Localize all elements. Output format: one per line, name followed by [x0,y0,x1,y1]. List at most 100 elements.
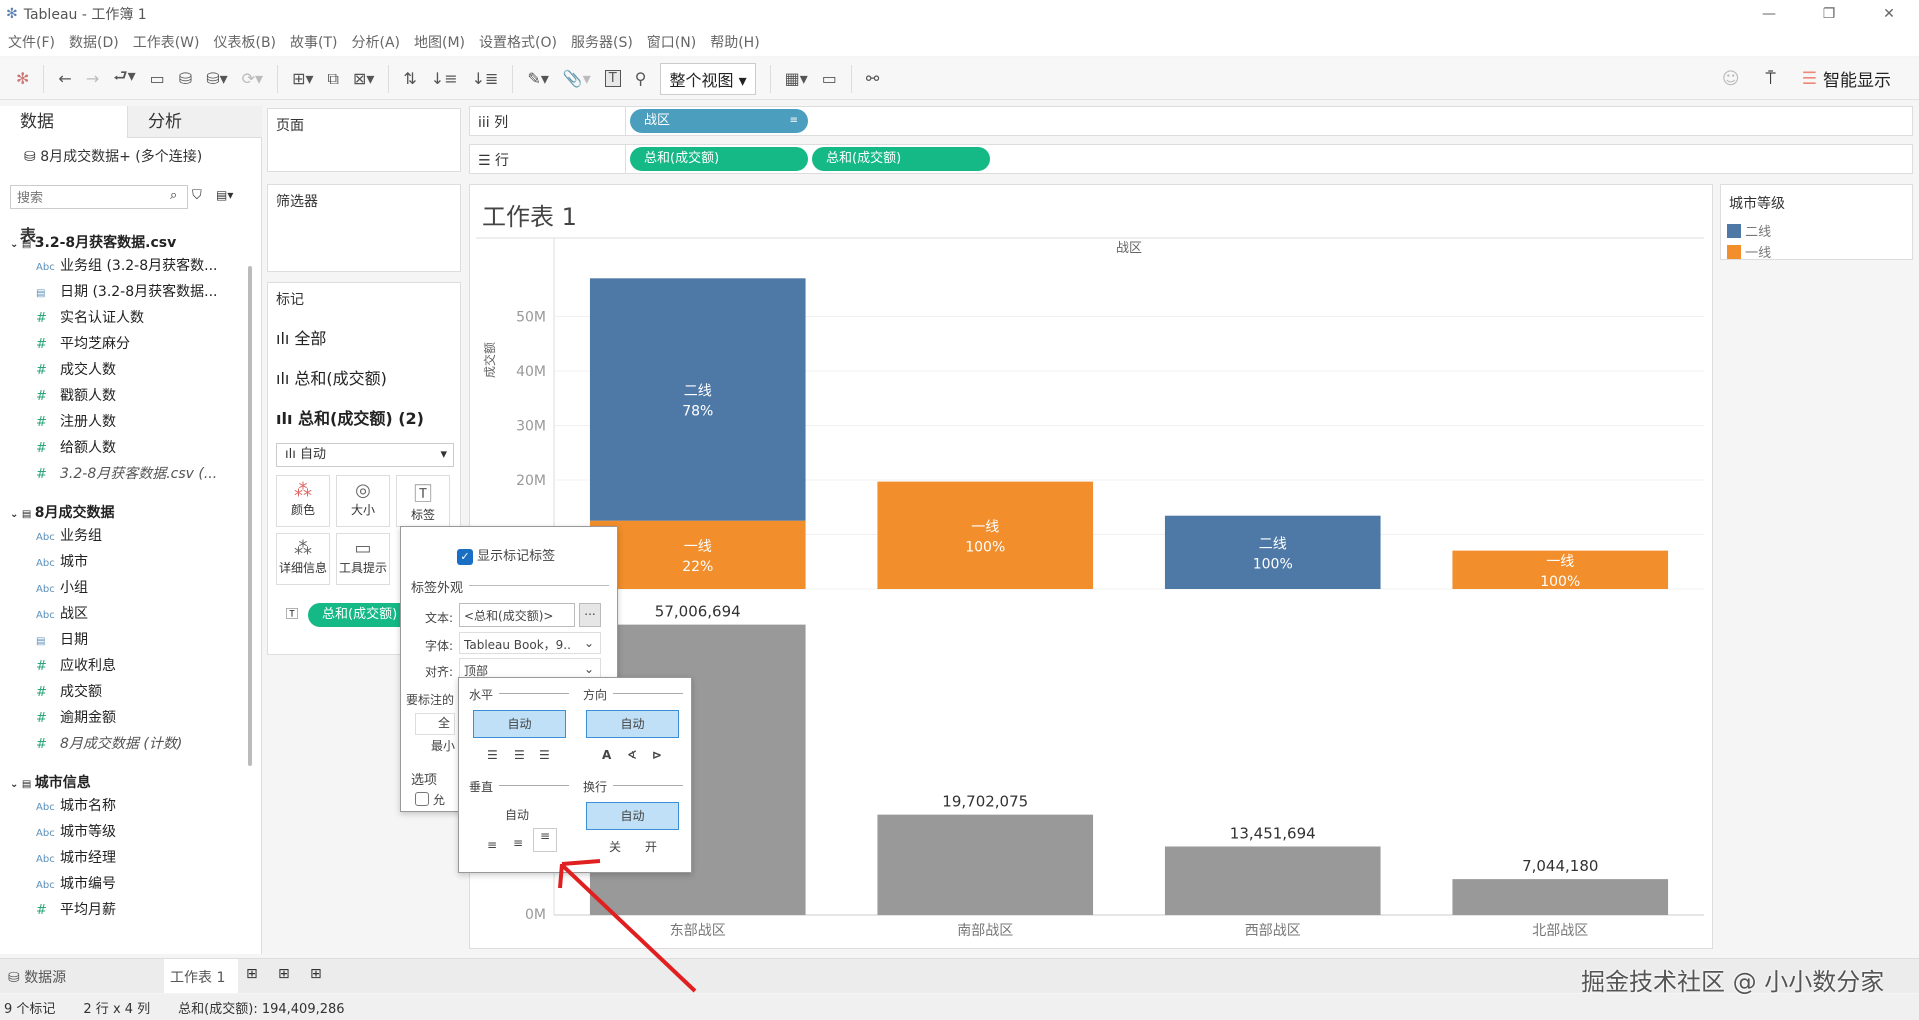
clear-sheet-icon[interactable]: ⊠▾ [352,69,375,88]
field-item[interactable]: # 给额人数 [36,436,116,460]
show-cards-icon[interactable]: ▦▾ [784,69,808,88]
align-center-icon[interactable]: ☰ [514,748,525,762]
new-dashboard-icon[interactable]: ⊞ [278,966,290,982]
menu-item[interactable]: 服务器(S) [570,35,633,51]
field-item[interactable]: Abc 业务组 (3.2-8月获客数... [36,254,218,278]
field-item[interactable]: # 实名认证人数 [36,306,144,330]
field-item[interactable]: # 应收利息 [36,654,116,678]
table-group[interactable]: ⌄ ▤ 3.2-8月获客数据.csv [10,232,176,252]
bot-icon[interactable]: ☺ [1721,68,1740,89]
tooltip-button[interactable]: ▭ 工具提示 [336,533,390,585]
swap-icon[interactable]: ⇅ [403,69,417,88]
pause-update-icon[interactable]: ⛁▾ [206,69,228,88]
text-rotate-down-icon[interactable]: ⊳ [652,748,663,762]
font-select[interactable]: Tableau Book，9.. ⌄ [459,632,601,654]
vertical-auto-button[interactable]: 自动 [505,808,530,822]
replay-icon[interactable]: ⮐▾ [113,66,136,85]
menu-item[interactable]: 工作表(W) [132,35,200,51]
menu-item[interactable]: 设置格式(O) [479,35,557,51]
column-pill[interactable]: 战区 ≡ [630,109,808,133]
menu-item[interactable]: 故事(T) [290,35,338,51]
datasource-tab[interactable]: ⛁ 数据源 [8,967,66,987]
align-middle-icon[interactable]: ≡ [513,836,524,850]
wrap-auto-button[interactable]: 自动 [586,802,679,830]
new-sheet-icon[interactable]: ⊞▾ [292,69,314,88]
marks-all[interactable]: ılı 全部 [276,325,326,349]
field-item[interactable]: # 戳额人数 [36,384,116,408]
share-icon[interactable]: ⚯ [865,69,880,88]
field-item[interactable]: # 成交额 [36,680,102,704]
close-button[interactable]: ✕ [1883,6,1895,22]
direction-auto-button[interactable]: 自动 [586,710,679,738]
pin-icon[interactable]: ⚲ [634,69,647,88]
menu-item[interactable]: 地图(M) [414,35,466,51]
field-item[interactable]: Abc 城市等级 [36,820,116,844]
field-item[interactable]: Abc 战区 [36,602,88,626]
tableau-home-icon[interactable]: ✻ [16,69,30,88]
pages-card[interactable]: 页面 [267,108,461,172]
table-group[interactable]: ⌄ ▤ 8月成交数据 [10,502,115,522]
align-bottom-icon[interactable]: ≡ [487,838,498,852]
field-item[interactable]: Abc 城市经理 [36,846,116,870]
row-pill-1[interactable]: 总和(成交额) [630,147,808,171]
sheet-tab[interactable]: 工作表 1 [164,959,238,993]
field-item[interactable]: # 逾期金额 [36,706,116,730]
table-group[interactable]: ⌄ ▤ 城市信息 [10,772,91,792]
minimize-button[interactable]: — [1762,6,1776,22]
connection-label[interactable]: ⛁ 8月成交数据+ (多个连接) [24,146,202,166]
refresh-icon[interactable]: ⟳▾ [241,69,264,88]
maximize-button[interactable]: ❐ [1822,6,1836,22]
smart-show-button[interactable]: ☺ ⍑ ☰ 智能显示 [1721,66,1891,92]
size-button[interactable]: ◎ 大小 [336,475,390,527]
sort-desc-icon[interactable]: ↓≣ [471,69,499,88]
text-horizontal-icon[interactable]: A [602,748,612,762]
field-item[interactable]: Abc 业务组 [36,524,102,548]
expand-icon[interactable]: ⌄ ▤ [10,509,35,520]
align-top-icon[interactable]: ≡ [533,828,557,852]
group-icon[interactable]: 📎▾ [562,69,591,88]
field-item[interactable]: Abc 城市 [36,550,88,574]
menu-item[interactable]: 帮助(H) [710,35,760,51]
tab-analysis[interactable]: 分析 [128,106,262,138]
label-button[interactable]: 🅃 标签 [396,475,450,527]
highlight-icon[interactable]: ✎▾ [527,69,549,88]
legend-item[interactable]: 二线 [1727,221,1771,240]
field-item[interactable]: # 注册人数 [36,410,116,434]
menu-item[interactable]: 仪表板(B) [213,35,277,51]
mark-type-select[interactable]: ılı 自动 ▾ [276,443,454,467]
view-options-icon[interactable]: ▤▾ [216,188,234,202]
expand-icon[interactable]: ⌄ ▤ [10,779,35,790]
field-item[interactable]: ▤ 日期 (3.2-8月获客数据... [36,280,218,304]
field-item[interactable]: # 成交人数 [36,358,116,382]
new-datasource-icon[interactable]: ⛁ [178,69,193,88]
field-item[interactable]: #3.2-8月获客数据.csv (... [36,462,217,486]
signpost-icon[interactable]: ⍑ [1765,68,1776,89]
field-item[interactable]: #8月成交数据 (计数) [36,732,182,756]
search-input[interactable] [10,185,188,209]
marks-sum-2[interactable]: ılı 总和(成交额) (2) [276,405,424,429]
menu-item[interactable]: 分析(A) [351,35,401,51]
save-icon[interactable]: ▭ [149,69,165,88]
sort-asc-icon[interactable]: ↓≡ [430,69,458,88]
text-rotate-up-icon[interactable]: ∢ [627,748,638,762]
field-item[interactable]: # 平均月薪 [36,898,116,922]
edit-text-button[interactable]: ... [579,603,601,627]
scrollbar[interactable] [248,266,252,766]
menu-item[interactable]: 窗口(N) [646,35,697,51]
allow-overlap-checkbox[interactable]: 允 [415,791,445,808]
color-button[interactable]: ⁂ 颜色 [276,475,330,527]
undo-icon[interactable]: ← [58,69,72,88]
show-labels-icon[interactable]: T [604,70,621,87]
detail-button[interactable]: ⁂ 详细信息 [276,533,330,585]
show-labels-checkbox[interactable]: ✓ 显示标记标签 [457,545,555,565]
new-story-icon[interactable]: ⊞ [310,966,322,982]
field-item[interactable]: Abc 城市名称 [36,794,116,818]
horizontal-auto-button[interactable]: 自动 [473,710,566,738]
duplicate-sheet-icon[interactable]: ⧉ [327,68,339,88]
marks-to-label-all[interactable]: 全 [415,713,455,735]
field-item[interactable]: # 平均芝麻分 [36,332,130,356]
align-left-icon[interactable]: ☰ [487,748,498,762]
label-text-field[interactable]: <总和(成交额)> [459,603,575,627]
tab-data[interactable]: 数据 [0,106,128,138]
wrap-off-button[interactable]: 关 [609,840,622,854]
